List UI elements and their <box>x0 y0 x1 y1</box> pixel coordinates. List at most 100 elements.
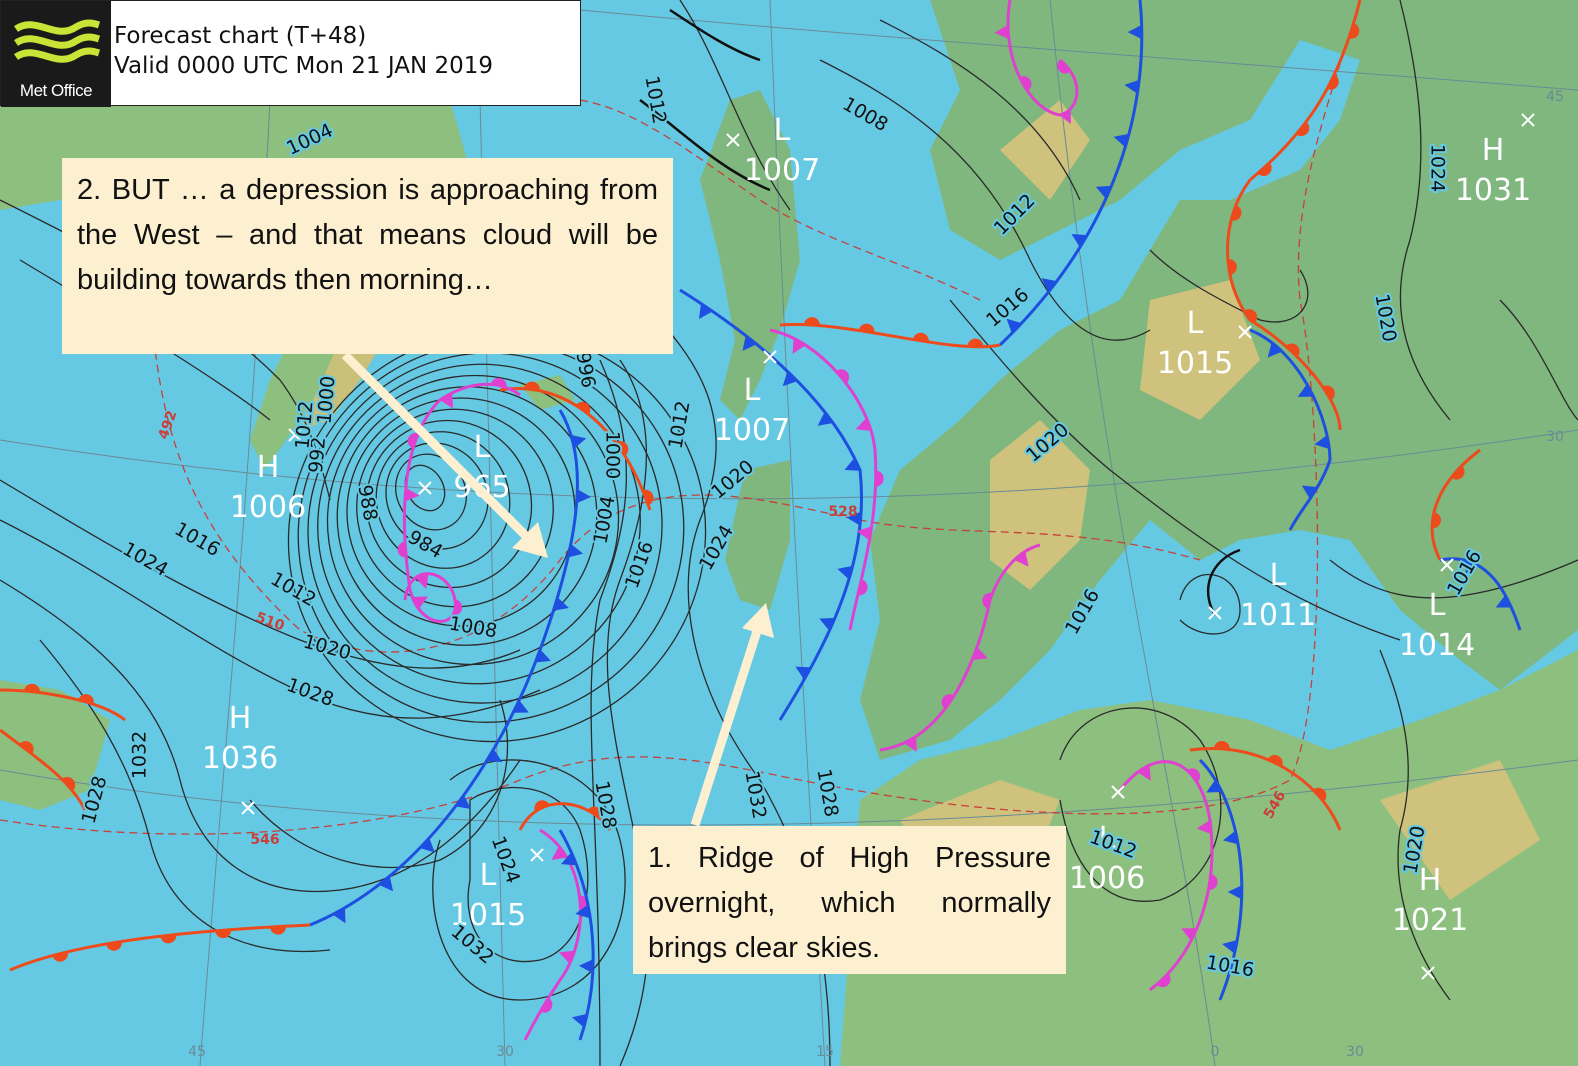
thickness-line <box>149 299 1201 653</box>
front-triangle <box>440 392 454 409</box>
labels: L1007H1031L1015L1007L965H1006L1011L1014H… <box>76 72 1564 1060</box>
front-semicircle <box>1296 121 1310 137</box>
front-semicircle <box>270 926 287 935</box>
isobar <box>432 759 626 1001</box>
front-semicircle <box>407 432 419 449</box>
front-semicircle <box>1057 59 1071 74</box>
front-triangle <box>1113 133 1129 148</box>
logo-wave <box>13 33 101 49</box>
front-triangle <box>795 666 811 680</box>
isobar <box>1149 249 1309 323</box>
front-triangle <box>742 335 757 351</box>
centre-letter: H <box>257 450 280 485</box>
front-triangle <box>412 596 428 610</box>
centre-pressure: 1006 <box>230 490 306 525</box>
front-triangle <box>551 846 567 860</box>
cold-front <box>1439 557 1522 631</box>
isobar-label: 1012 <box>291 400 317 450</box>
front-semicircle <box>1267 754 1283 767</box>
warm-front <box>518 802 612 831</box>
cold-front <box>1249 328 1332 531</box>
front-semicircle <box>967 338 984 347</box>
front-triangle <box>819 617 835 631</box>
centre-cross <box>1521 113 1535 127</box>
front-triangle <box>1314 435 1330 449</box>
centre-pressure: 1015 <box>450 898 526 933</box>
front-semicircle <box>1432 512 1441 529</box>
front-semicircle <box>642 489 654 506</box>
west-land <box>0 680 110 810</box>
front-semicircle <box>1257 162 1272 177</box>
parallel <box>0 759 1578 826</box>
centre-pressure: 1014 <box>1399 628 1475 663</box>
callout: 1. Ridge of High Pressure overnight, whi… <box>633 826 1066 974</box>
logo-text: Met Office <box>19 81 93 100</box>
front-semicircle <box>534 800 550 812</box>
centre-pressure: 1011 <box>1240 598 1316 633</box>
front-semicircle <box>1451 465 1465 480</box>
isobar <box>1379 649 1451 1001</box>
centre-pressure: 1015 <box>1157 346 1233 381</box>
front-triangle <box>560 852 577 866</box>
isobar <box>1499 299 1578 421</box>
british-isles <box>700 90 800 420</box>
front-triangle <box>535 649 551 663</box>
front-semicircle <box>215 929 232 939</box>
isobar <box>1059 707 1222 902</box>
front-triangle <box>1181 928 1197 941</box>
centre-letter: H <box>1482 133 1505 168</box>
front-semicircle <box>61 777 76 791</box>
isobar <box>1179 573 1241 635</box>
centre-cross <box>418 481 432 495</box>
arrows <box>341 351 774 827</box>
centre-letter: L <box>1187 306 1204 341</box>
front-semicircle <box>1227 259 1237 275</box>
front-triangle <box>782 371 798 387</box>
centre-cross <box>1421 966 1435 980</box>
arrow-shaft <box>341 351 534 544</box>
front-triangle <box>972 646 988 660</box>
black-front <box>1206 548 1241 616</box>
centre-letter: L <box>1429 588 1446 623</box>
front-triangle <box>846 511 862 526</box>
front-triangle <box>1058 108 1072 125</box>
isobar <box>0 479 521 669</box>
front-triangle <box>698 303 713 320</box>
front-semicircle <box>615 441 629 456</box>
front-triangle <box>1267 342 1283 358</box>
centre-letter: L <box>1270 558 1287 593</box>
logo-wave <box>13 47 101 63</box>
centre-letter: L <box>1099 821 1116 856</box>
front-semicircle <box>982 592 993 609</box>
warm-front <box>0 728 87 811</box>
centre-pressure: 1007 <box>714 413 790 448</box>
grid-label: 45 <box>188 1044 206 1060</box>
centre-cross <box>726 133 740 147</box>
front-semicircle <box>1327 74 1339 90</box>
front-semicircle <box>912 332 929 343</box>
parallel <box>579 9 1578 91</box>
front-semicircle <box>78 694 94 705</box>
callout: 2. BUT … a depression is approaching fro… <box>62 158 673 354</box>
front-triangle <box>1222 830 1239 845</box>
front-triangle <box>567 543 584 558</box>
front-semicircle <box>540 997 553 1013</box>
front-semicircle <box>575 401 591 415</box>
front-semicircle <box>1019 76 1032 92</box>
front-triangle <box>1297 384 1314 397</box>
warm-front <box>1226 0 1362 431</box>
isobar <box>356 408 554 608</box>
front-triangle <box>1095 185 1112 199</box>
front-triangle <box>571 1013 588 1028</box>
isobar-label: 1000 <box>313 375 339 425</box>
ireland <box>725 460 790 610</box>
thickness-lines <box>0 0 1361 835</box>
front-semicircle <box>1285 343 1300 357</box>
chart-title: Forecast chart (T+48) <box>114 23 367 49</box>
isobar <box>1399 0 1451 421</box>
isobar-label: 1024 <box>1427 144 1449 192</box>
black-front <box>669 8 761 62</box>
thickness-label: 528 <box>828 504 857 520</box>
warm-front <box>1430 448 1481 561</box>
isobar <box>249 699 509 869</box>
